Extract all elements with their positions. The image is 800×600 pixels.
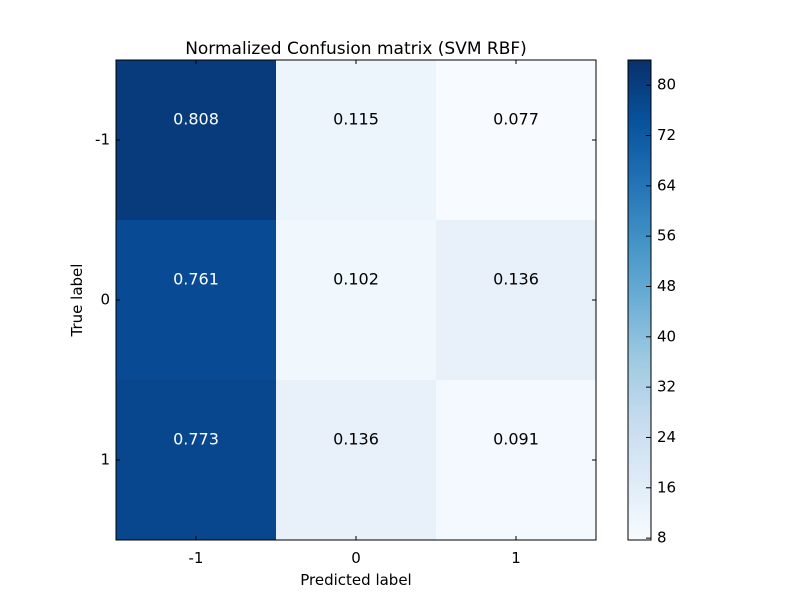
cell-value-label: 0.077	[493, 110, 539, 129]
heatmap-cell	[276, 380, 436, 540]
x-tick-label: 0	[351, 549, 361, 567]
colorbar-tick-label: 40	[657, 327, 676, 345]
colorbar-tick-label: 24	[657, 428, 676, 446]
heatmap-cell	[436, 220, 596, 380]
y-axis-label: True label	[68, 264, 86, 338]
colorbar-tick-label: 48	[657, 277, 676, 295]
heatmap-cell	[276, 220, 436, 380]
colorbar-tick-label: 80	[657, 76, 676, 94]
colorbar-tick-label: 8	[657, 529, 667, 547]
heatmap-cell	[276, 60, 436, 220]
colorbar-tick-label: 32	[657, 378, 676, 396]
colorbar-tick-label: 16	[657, 478, 676, 496]
cell-value-label: 0.761	[173, 270, 219, 289]
x-tick-label: -1	[189, 549, 204, 567]
heatmap-cells	[116, 60, 596, 540]
y-tick-label: -1	[95, 131, 110, 149]
cell-value-label: 0.115	[333, 110, 379, 129]
chart-title: Normalized Confusion matrix (SVM RBF)	[185, 39, 527, 59]
colorbar	[627, 59, 652, 541]
y-tick-label: 1	[100, 451, 110, 469]
x-tick-label: 1	[511, 549, 521, 567]
cell-value-label: 0.136	[493, 270, 539, 289]
y-axis-ticks: -1 0 1	[95, 131, 596, 469]
heatmap-cell	[116, 220, 276, 380]
y-tick-label: 0	[100, 291, 110, 309]
heatmap-cell	[436, 380, 596, 540]
heatmap-cell	[436, 60, 596, 220]
colorbar-tick-label: 56	[657, 227, 676, 245]
cell-value-label: 0.773	[173, 430, 219, 449]
heatmap-cell	[116, 380, 276, 540]
cell-value-label: 0.808	[173, 110, 219, 129]
cell-value-label: 0.091	[493, 430, 539, 449]
colorbar-tick-label: 64	[657, 176, 676, 194]
heatmap-cell	[116, 60, 276, 220]
cell-value-label: 0.102	[333, 270, 379, 289]
x-axis-ticks: -1 0 1	[189, 60, 521, 567]
cell-value-label: 0.136	[333, 430, 379, 449]
x-axis-label: Predicted label	[300, 571, 411, 589]
colorbar-tick-label: 72	[657, 126, 676, 144]
heatmap-cell-labels: 0.808 0.115 0.077 0.761 0.102 0.136 0.773 0.136…	[173, 110, 539, 449]
colorbar-ticks: 8 16 24 32 40 48 56 64 72 80	[646, 76, 676, 547]
